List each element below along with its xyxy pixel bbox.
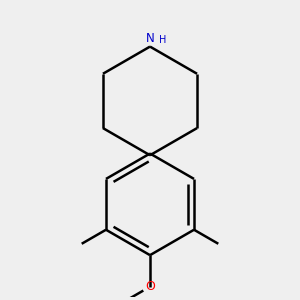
Text: N: N: [146, 32, 154, 45]
Text: O: O: [145, 280, 155, 293]
Text: H: H: [159, 35, 166, 45]
